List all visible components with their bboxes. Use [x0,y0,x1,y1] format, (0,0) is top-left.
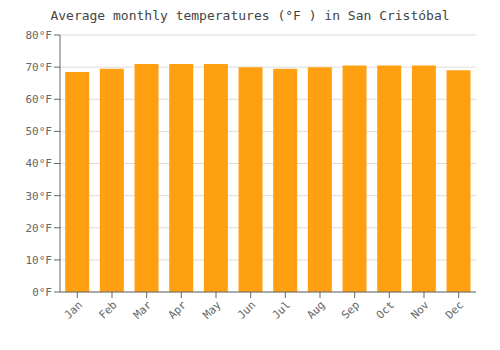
svg-text:Dec: Dec [443,298,466,321]
svg-text:20°F: 20°F [26,222,53,235]
svg-text:0°F: 0°F [32,286,52,299]
svg-text:30°F: 30°F [26,190,53,203]
svg-text:Mar: Mar [131,298,155,322]
svg-text:Nov: Nov [408,298,432,322]
svg-text:Jul: Jul [270,298,293,321]
svg-text:Jun: Jun [235,298,258,321]
svg-text:Sep: Sep [339,298,362,321]
svg-text:Aug: Aug [304,298,327,321]
svg-text:60°F: 60°F [26,93,53,106]
svg-text:50°F: 50°F [26,125,53,138]
svg-text:Jan: Jan [62,298,85,321]
svg-text:Oct: Oct [374,298,397,321]
svg-text:May: May [200,298,224,322]
svg-text:40°F: 40°F [26,157,53,170]
svg-text:Feb: Feb [96,298,119,321]
svg-text:70°F: 70°F [26,61,53,74]
svg-text:Apr: Apr [166,298,190,322]
svg-text:80°F: 80°F [26,29,53,42]
svg-text:10°F: 10°F [26,254,53,267]
html-text:Average monthly temperatures (: Average monthly temperatures (°F ) in Sa… [50,8,450,23]
